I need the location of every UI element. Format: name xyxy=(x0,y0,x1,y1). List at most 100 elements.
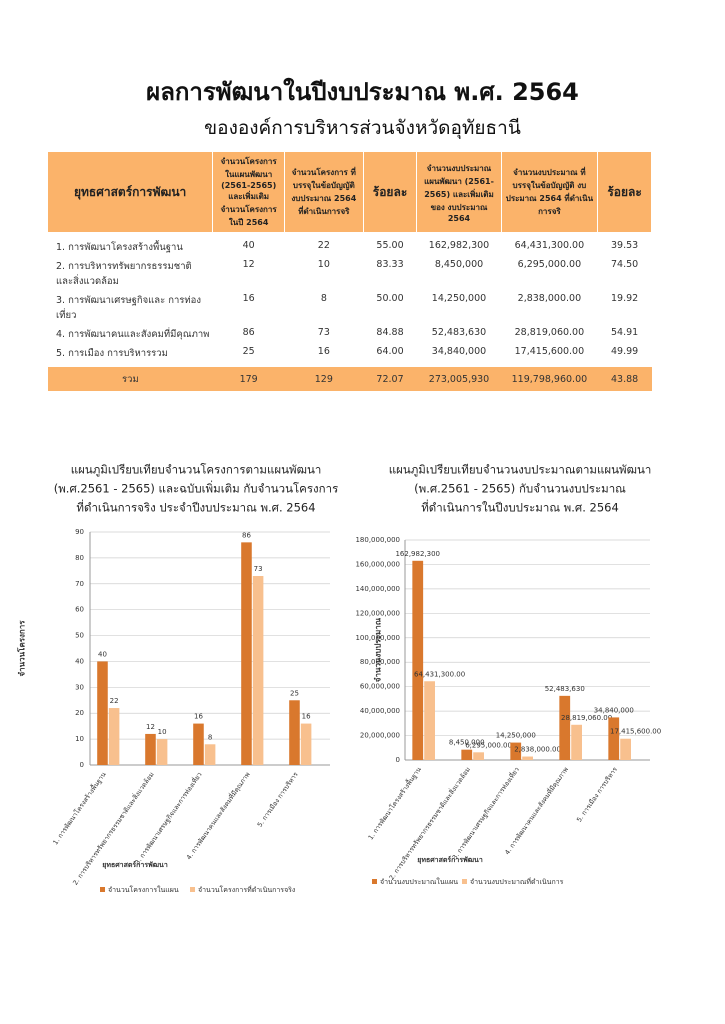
x-tick-label: 2. การบริหารทรัพยากรธรรมชาติและสิ่งแวดล้… xyxy=(70,770,155,886)
cell: 129 xyxy=(284,367,364,391)
legend-label: จำนวนโครงการที่ดำเนินการจริง xyxy=(198,885,295,894)
data-label: 17,415,600.00 xyxy=(610,728,661,736)
cell: 10 xyxy=(317,259,330,270)
data-label: 64,431,300.00 xyxy=(414,670,465,678)
cell: 49.99 xyxy=(611,346,639,357)
cell: 52,483,630 xyxy=(431,327,487,338)
data-label: 73 xyxy=(254,565,263,573)
y-tick-label: 80 xyxy=(75,554,84,562)
table-row: 5. การเมือง การบริหารรวม 25 16 64.00 34,840,… xyxy=(48,344,652,363)
table-row: 3. การพัฒนาเศรษฐกิจและ การท่องเที่ยว 16 8 5… xyxy=(48,291,652,325)
bar xyxy=(559,695,571,760)
cell: 119,798,960.00 xyxy=(501,367,598,391)
cell: 2,838,000.00 xyxy=(517,293,582,304)
chart-title: ที่ดำเนินการในปีงบประมาณ พ.ศ. 2564 xyxy=(421,500,619,515)
y-tick-label: 100,000,000 xyxy=(355,634,400,642)
cell: 25 xyxy=(242,346,255,357)
cell: 19.92 xyxy=(611,293,639,304)
legend-swatch xyxy=(372,879,377,884)
x-axis-label: ยุทธศาสตร์การพัฒนา xyxy=(102,860,168,869)
data-label: 14,250,000 xyxy=(496,732,536,740)
cell: 86 xyxy=(242,327,255,338)
chart-title: แผนภูมิเปรียบเทียบจำนวนโครงการตามแผนพัฒน… xyxy=(71,463,322,477)
y-tick-label: 60 xyxy=(75,606,84,614)
table-row: 2. การบริหารทรัพยากรธรรมชาติ และสิ่งแวดล… xyxy=(48,257,652,291)
legend-swatch xyxy=(462,879,467,884)
cell: 40 xyxy=(242,240,255,251)
cell: 2. การบริหารทรัพยากรธรรมชาติ และสิ่งแวดล… xyxy=(56,261,192,287)
bar xyxy=(300,723,312,765)
x-tick-label: 2. การบริหารทรัพยากรธรรมชาติและสิ่งแวดล้… xyxy=(387,765,472,881)
bar xyxy=(241,542,252,765)
bar xyxy=(204,744,216,765)
x-tick-label: 1. การพัฒนาโครงสร้างพื้นฐาน xyxy=(366,765,423,842)
data-label: 28,819,060.00 xyxy=(561,714,612,722)
data-label: 12 xyxy=(146,723,155,731)
cell: 16 xyxy=(317,346,330,357)
y-tick-label: 70 xyxy=(75,580,84,588)
cell: 12 xyxy=(242,259,255,270)
cell: 83.33 xyxy=(376,259,404,270)
column-header: ยุทธศาสตร์การพัฒนา xyxy=(48,152,214,232)
y-tick-label: 0 xyxy=(396,756,400,764)
data-label: 8 xyxy=(208,733,212,741)
cell: 55.00 xyxy=(376,240,404,251)
bar xyxy=(522,756,533,760)
table: ยุทธศาสตร์การพัฒนา จำนวนโครงการในแผนพัฒนา… xyxy=(48,152,652,391)
y-tick-label: 0 xyxy=(80,761,84,769)
cell: 43.88 xyxy=(597,367,652,391)
y-tick-label: 60,000,000 xyxy=(360,683,400,691)
chart-title: ที่ดำเนินการจริง ประจำปีงบประมาณ พ.ศ. 25… xyxy=(76,500,315,515)
data-label: 8,450,000 xyxy=(449,739,485,747)
x-axis-label: ยุทธศาสตร์การพัฒนา xyxy=(417,855,483,864)
x-tick-label: 5. การเมือง การบริหาร xyxy=(256,770,300,828)
y-tick-label: 20,000,000 xyxy=(360,732,400,740)
cell: 64,431,300.00 xyxy=(514,240,585,251)
subtitle: ขององค์การบริหารส่วนจังหวัดอุทัยธานี xyxy=(204,117,521,139)
legend-label: จำนวนงบประมาณที่ดำเนินการ xyxy=(470,877,564,886)
data-label: 10 xyxy=(158,728,167,736)
data-label: 162,982,300 xyxy=(395,550,440,558)
cell: 64.00 xyxy=(376,346,404,357)
bar xyxy=(571,724,582,760)
data-label: 34,840,000 xyxy=(594,706,634,714)
column-header: จำนวนโครงการ ที่บรรจุในข้อบัญญัติ งบประม… xyxy=(284,152,364,232)
legend-swatch xyxy=(100,887,105,892)
bar xyxy=(97,661,108,765)
cell: 84.88 xyxy=(376,327,404,338)
y-tick-label: 40 xyxy=(75,657,84,665)
cell: 22 xyxy=(317,240,330,251)
cell: 179 xyxy=(212,367,285,391)
data-label: 16 xyxy=(194,713,203,721)
y-tick-label: 90 xyxy=(75,528,84,536)
bar xyxy=(510,742,522,760)
data-label: 6,295,000.00 xyxy=(465,741,512,749)
bar xyxy=(156,739,168,765)
cell: 8,450,000 xyxy=(434,259,484,270)
data-label: 22 xyxy=(110,697,119,705)
column-header: ร้อยละ xyxy=(597,152,652,232)
table-row: 4. การพัฒนาคนและสังคมที่มีคุณภาพ 86 73 84.8… xyxy=(48,325,652,344)
data-label: 2,838,000.00 xyxy=(514,746,561,754)
y-tick-label: 160,000,000 xyxy=(355,560,400,568)
x-tick-label: 1. การพัฒนาโครงสร้างพื้นฐาน xyxy=(51,770,108,847)
data-label: 86 xyxy=(242,531,251,539)
cell: 54.91 xyxy=(611,327,639,338)
y-tick-label: 20 xyxy=(75,709,84,717)
y-tick-label: 30 xyxy=(75,683,84,691)
cell: 72.07 xyxy=(363,367,417,391)
cell: 4. การพัฒนาคนและสังคมที่มีคุณภาพ xyxy=(56,329,210,340)
cell: 3. การพัฒนาเศรษฐกิจและ การท่องเที่ยว xyxy=(56,295,202,321)
cell: 73 xyxy=(317,327,330,338)
cell: 34,840,000 xyxy=(431,346,487,357)
cell: 39.53 xyxy=(611,240,639,251)
y-tick-label: 120,000,000 xyxy=(355,609,400,617)
cell: 16 xyxy=(242,293,255,304)
column-header: จำนวนงบประมาณ ที่บรรจุในข้อบัญญัติ งบประ… xyxy=(501,152,599,232)
bar xyxy=(193,723,204,765)
cell: 50.00 xyxy=(376,293,404,304)
bar xyxy=(608,717,620,760)
table-row: 1. การพัฒนาโครงสร้างพื้นฐาน 40 22 55.00 162,… xyxy=(48,238,652,257)
x-tick-label: 5. การเมือง การบริหาร xyxy=(575,765,619,823)
y-tick-label: 80,000,000 xyxy=(360,658,400,666)
